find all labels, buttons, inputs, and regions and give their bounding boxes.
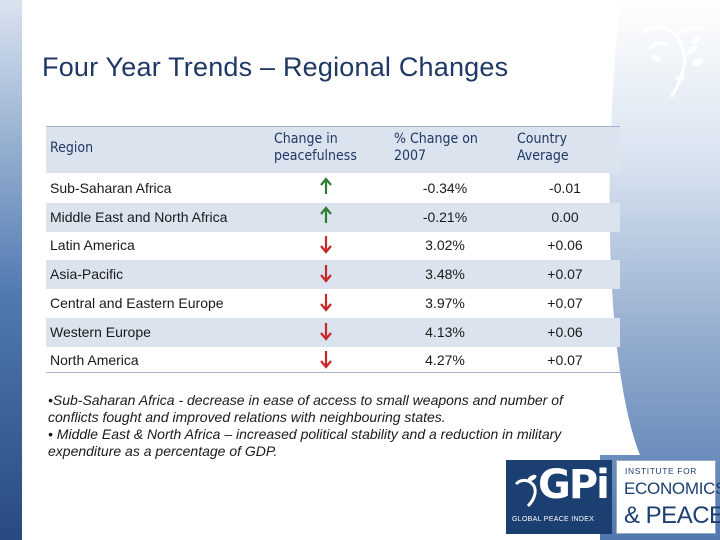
- cell-country-average: +0.07: [547, 352, 583, 369]
- table-row: Asia-Pacific 3.48% +0.07: [46, 260, 620, 290]
- arrow-up-icon: [318, 176, 334, 198]
- table-row: Latin America 3.02% +0.06: [46, 231, 620, 260]
- table-bottom-border: [46, 372, 620, 373]
- cell-country-average: +0.06: [547, 237, 583, 254]
- cell-percent-change: 4.27%: [425, 352, 465, 369]
- cell-country-average: 0.00: [551, 208, 579, 225]
- cell-country-average: +0.07: [547, 294, 583, 311]
- cell-region: Asia-Pacific: [50, 266, 124, 283]
- cell-country-average: +0.06: [547, 323, 583, 340]
- cell-region: Middle East and North Africa: [50, 208, 228, 225]
- header-change-in-peacefulness: Change in peacefulness: [274, 131, 357, 164]
- cell-country-average: -0.01: [549, 180, 581, 196]
- slide-title: Four Year Trends – Regional Changes: [42, 52, 509, 82]
- arrow-down-icon: [318, 262, 334, 284]
- cell-region: Central and Eastern Europe: [50, 294, 224, 311]
- cell-region: Sub-Saharan Africa: [50, 180, 172, 196]
- gpi-logo-text: GPi: [538, 462, 610, 508]
- header-percent-change: % Change on 2007: [394, 131, 478, 164]
- cell-percent-change: 3.97%: [425, 294, 465, 311]
- arrow-down-icon: [318, 348, 334, 370]
- table-row: North America 4.27% +0.07: [46, 346, 620, 375]
- dove-olive-branch-icon: [642, 25, 704, 98]
- table-header-row: Region Change in peacefulness % Change o…: [46, 126, 620, 173]
- table-row: Central and Eastern Europe 3.97% +0.07: [46, 289, 620, 318]
- table-row: Western Europe 4.13% +0.06: [46, 317, 620, 347]
- arrow-down-icon: [318, 291, 334, 313]
- iep-logo-line1: INSTITUTE FOR: [625, 466, 698, 476]
- table-row: Sub-Saharan Africa -0.34% -0.01: [46, 174, 620, 203]
- cell-region: Latin America: [50, 237, 135, 254]
- notes-block: •Sub-Saharan Africa - decrease in ease o…: [48, 392, 608, 460]
- arrow-down-icon: [318, 233, 334, 255]
- iep-logo-line2: ECONOMICS: [624, 479, 720, 498]
- cell-region: Western Europe: [50, 323, 151, 340]
- gpi-logo: GPi GLOBAL PEACE INDEX: [506, 460, 612, 534]
- header-region: Region: [50, 140, 94, 156]
- cell-percent-change: -0.21%: [422, 208, 468, 225]
- iep-logo-line3: & PEACE: [624, 502, 720, 529]
- gpi-logo-subtitle: GLOBAL PEACE INDEX: [512, 516, 595, 523]
- note-sub-saharan-africa: •Sub-Saharan Africa - decrease in ease o…: [48, 392, 563, 425]
- footer-url: www.economicsandpeace.org: [30, 517, 171, 528]
- gpi-dove-icon: [514, 474, 537, 508]
- cell-country-average: +0.07: [547, 266, 583, 283]
- cell-percent-change: -0.34%: [422, 180, 468, 196]
- iep-logo: INSTITUTE FOR ECONOMICS & PEACE: [616, 460, 720, 534]
- arrow-down-icon: [318, 320, 334, 342]
- cell-region: North America: [50, 352, 139, 369]
- arrow-up-icon: [318, 205, 334, 227]
- cell-percent-change: 3.48%: [425, 266, 465, 283]
- cell-percent-change: 4.13%: [425, 323, 465, 340]
- table-row: Middle East and North Africa -0.21% 0.00: [46, 202, 620, 232]
- left-decorative-bar: [0, 0, 22, 540]
- header-country-average: Country Average: [517, 131, 569, 164]
- note-middle-east-north-africa: • Middle East & North Africa – increased…: [48, 426, 562, 459]
- cell-percent-change: 3.02%: [425, 237, 465, 254]
